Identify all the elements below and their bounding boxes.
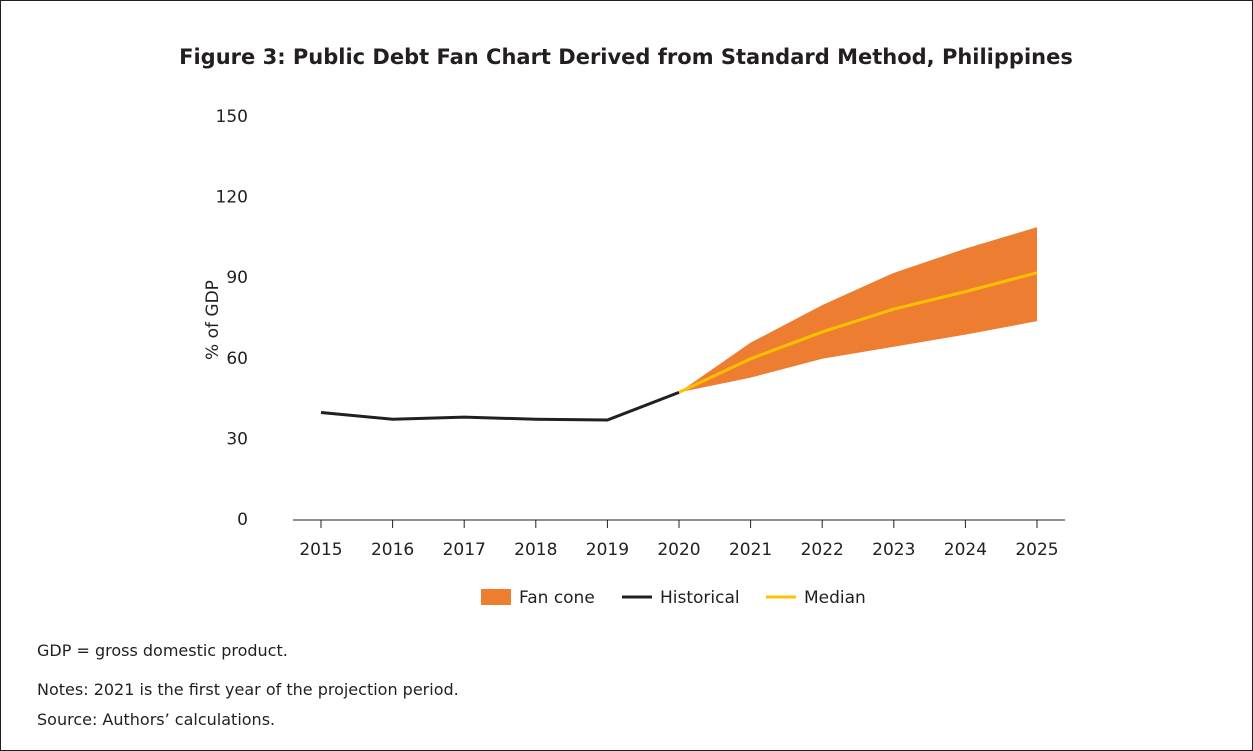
note: Source: Authors’ calculations. (37, 710, 276, 729)
y-tick-label: 120 (216, 188, 248, 208)
chart-title: Figure 3: Public Debt Fan Chart Derived … (179, 45, 1073, 69)
x-tick-label: 2016 (371, 540, 414, 560)
y-tick-label: 0 (237, 510, 248, 530)
line (678, 271, 1038, 394)
x-tick-label: 2020 (657, 540, 700, 560)
x-tick-label: 2017 (443, 540, 486, 560)
line (320, 390, 680, 422)
note: GDP = gross domestic product. (37, 641, 288, 660)
x-tick-label: 2018 (514, 540, 557, 560)
x-tick-label: 2023 (872, 540, 915, 560)
x-tick-label: 2024 (944, 540, 987, 560)
x-tick-label: 2021 (729, 540, 772, 560)
legend-label: Historical (660, 588, 740, 608)
legend-swatch (481, 589, 511, 605)
y-tick-label: 60 (226, 349, 248, 369)
x-tick-label: 2015 (299, 540, 342, 560)
chart: Figure 3: Public Debt Fan Chart Derived … (179, 45, 1073, 608)
note: Notes: 2021 is the first year of the pro… (37, 680, 459, 699)
x-tick-label: 2019 (586, 540, 629, 560)
y-axis-label: % of GDP (203, 280, 223, 360)
legend-label: Fan cone (519, 588, 595, 608)
y-tick-label: 90 (226, 268, 248, 288)
x-tick-label: 2022 (801, 540, 844, 560)
y-tick-label: 30 (226, 429, 248, 449)
x-tick-label: 2025 (1015, 540, 1058, 560)
y-tick-label: 150 (216, 107, 248, 127)
legend-label: Median (804, 588, 866, 608)
